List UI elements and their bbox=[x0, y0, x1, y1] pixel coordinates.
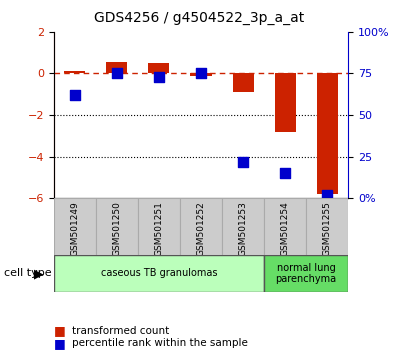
Text: normal lung
parenchyma: normal lung parenchyma bbox=[275, 263, 337, 284]
Text: GDS4256 / g4504522_3p_a_at: GDS4256 / g4504522_3p_a_at bbox=[94, 11, 304, 25]
Bar bbox=[264, 255, 348, 292]
Text: percentile rank within the sample: percentile rank within the sample bbox=[72, 338, 248, 348]
Point bbox=[114, 71, 120, 76]
Bar bbox=[275, 74, 296, 132]
Text: caseous TB granulomas: caseous TB granulomas bbox=[101, 268, 217, 279]
Point bbox=[240, 159, 246, 165]
Bar bbox=[317, 74, 338, 194]
Point bbox=[156, 74, 162, 80]
Bar bbox=[148, 63, 170, 74]
Bar bbox=[191, 74, 211, 75]
Text: GSM501250: GSM501250 bbox=[112, 201, 121, 256]
Text: transformed count: transformed count bbox=[72, 326, 169, 336]
Text: GSM501249: GSM501249 bbox=[70, 201, 79, 256]
Bar bbox=[96, 198, 138, 255]
Text: GSM501255: GSM501255 bbox=[323, 201, 332, 256]
Bar bbox=[232, 74, 254, 92]
Bar bbox=[138, 198, 180, 255]
Bar bbox=[106, 62, 127, 74]
Bar bbox=[222, 198, 264, 255]
Bar bbox=[264, 198, 306, 255]
Point bbox=[198, 71, 204, 76]
Text: GSM501254: GSM501254 bbox=[281, 201, 290, 256]
Bar bbox=[54, 198, 96, 255]
Bar bbox=[54, 255, 264, 292]
Text: GSM501251: GSM501251 bbox=[154, 201, 164, 256]
Text: ■: ■ bbox=[54, 325, 66, 337]
Bar bbox=[306, 198, 348, 255]
Point bbox=[282, 171, 288, 176]
Point bbox=[72, 92, 78, 98]
Point bbox=[324, 192, 330, 198]
Bar bbox=[64, 72, 85, 74]
Text: GSM501252: GSM501252 bbox=[197, 201, 205, 256]
Text: cell type: cell type bbox=[4, 268, 52, 279]
Text: GSM501253: GSM501253 bbox=[238, 201, 248, 256]
Text: ■: ■ bbox=[54, 337, 66, 350]
Text: ▶: ▶ bbox=[34, 267, 44, 280]
Bar bbox=[180, 198, 222, 255]
